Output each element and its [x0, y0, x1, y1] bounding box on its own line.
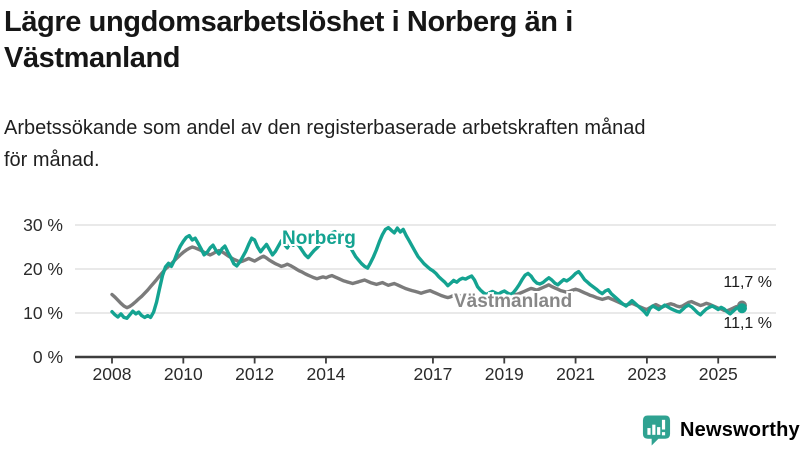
series-line-norberg	[110, 225, 744, 320]
x-axis-tick-label: 2014	[306, 364, 346, 384]
newsworthy-logo[interactable]: Newsworthy	[641, 413, 800, 447]
page-title: Lägre ungdomsarbetslöshet i Norberg än i…	[4, 4, 573, 76]
page-title-line1: Lägre ungdomsarbetslöshet i Norberg än i	[4, 6, 573, 38]
x-axis-tick-label: 2025	[698, 364, 738, 384]
x-axis-tick-label: 2008	[92, 364, 132, 384]
y-axis-tick-label: 20 %	[23, 259, 63, 279]
series-end-dot-norberg	[737, 303, 747, 314]
end-value-label-vastmanland: 11,7 %	[723, 274, 772, 291]
chart-subtitle-line1: Arbetssökande som andel av den registerb…	[4, 117, 646, 139]
x-axis-tick-label: 2019	[484, 364, 524, 384]
page-title-line2: Västmanland	[4, 42, 181, 74]
brand-name: Newsworthy	[680, 418, 800, 441]
x-axis-tick-label: 2017	[413, 364, 453, 384]
x-axis-tick-label: 2012	[235, 364, 275, 384]
x-axis-tick-label: 2010	[163, 364, 203, 384]
x-axis-tick-label: 2021	[556, 364, 596, 384]
series-label-norberg: Norberg	[282, 228, 356, 249]
chart-subtitle: Arbetssökande som andel av den registerb…	[4, 112, 646, 176]
chart-subtitle-line2: för månad.	[4, 149, 100, 171]
x-axis-tick-label: 2023	[627, 364, 667, 384]
y-axis-tick-label: 30 %	[23, 215, 63, 235]
series-label-vastmanland: Västmanland	[454, 291, 573, 312]
newsworthy-icon	[642, 415, 671, 446]
y-axis-tick-label: 0 %	[32, 347, 63, 367]
end-value-label-norberg: 11,1 %	[723, 315, 772, 332]
y-axis-tick-label: 10 %	[23, 303, 63, 323]
series-line-västmanland	[110, 245, 744, 313]
